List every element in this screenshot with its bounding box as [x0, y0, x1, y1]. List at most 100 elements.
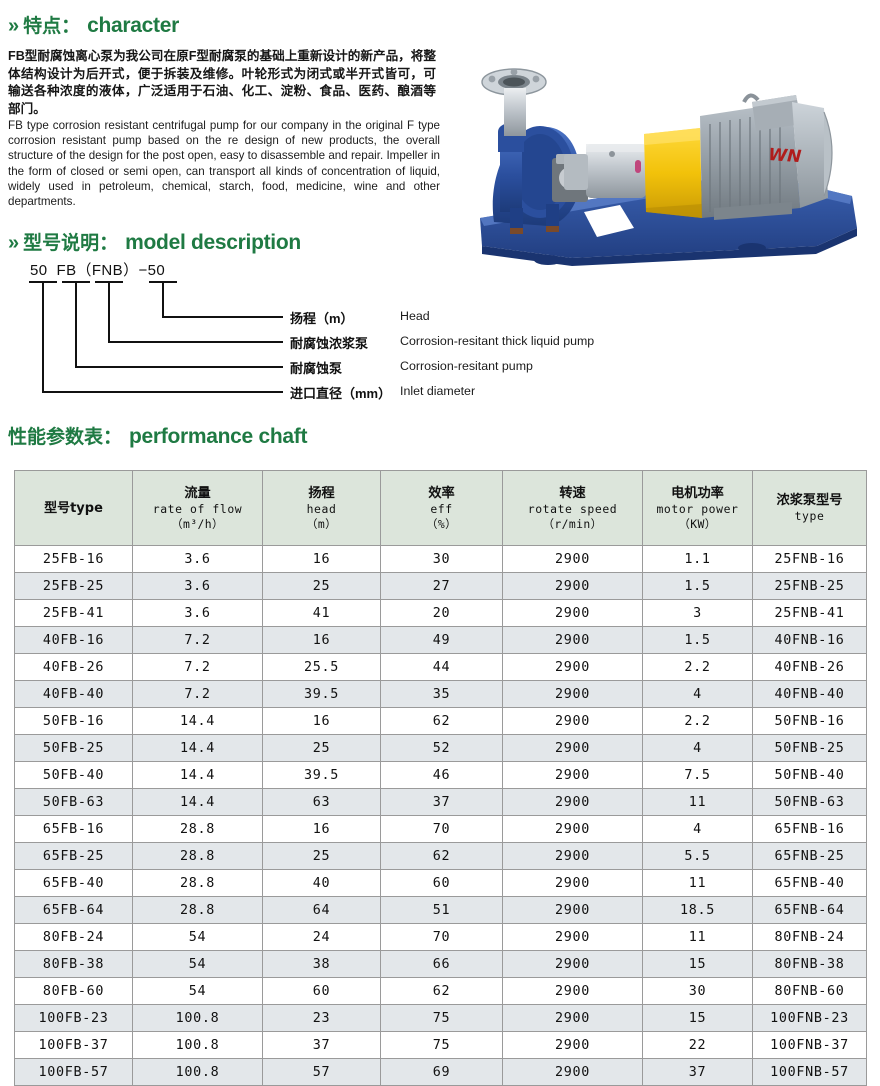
cell-efficiency: 27 [380, 572, 503, 600]
cell-rotate-speed: 2900 [502, 572, 643, 600]
leader-label-en-head: Head [400, 309, 430, 323]
cell-head: 40 [262, 869, 381, 897]
table-row: 50FB-40 14.4 39.5 46 2900 7.5 50FNB-40 [14, 761, 867, 789]
column-header-rotate-speed: 转速 rotate speed （r/min） [502, 470, 643, 546]
cell-head: 38 [262, 950, 381, 978]
cell-rotate-speed: 2900 [502, 1031, 643, 1059]
chevron-icon: » [8, 232, 20, 254]
cell-efficiency: 60 [380, 869, 503, 897]
leader-label-cn-thick-pump: 耐腐蚀浓浆泵 [290, 336, 369, 351]
cell-head: 23 [262, 1004, 381, 1032]
cell-type: 100FB-57 [14, 1058, 133, 1086]
cell-thick-pump-type: 100FNB-57 [752, 1058, 867, 1086]
cell-rotate-speed: 2900 [502, 815, 643, 843]
cell-motor-power: 4 [642, 734, 753, 762]
coupling-guard [644, 128, 702, 218]
cell-head: 39.5 [262, 680, 381, 708]
cell-efficiency: 30 [380, 545, 503, 573]
table-row: 25FB-25 3.6 25 27 2900 1.5 25FNB-25 [14, 572, 867, 600]
pump-shaft-housing [564, 144, 646, 198]
section-heading-performance: 性能参数表： performance chaft [8, 422, 307, 449]
cell-thick-pump-type: 100FNB-37 [752, 1031, 867, 1059]
leader-label-cn-inlet: 进口直径（mm） [290, 386, 392, 401]
cell-head: 25 [262, 572, 381, 600]
section-heading-character: » 特点： character [8, 11, 179, 38]
model-code-head: 50 [147, 262, 166, 279]
table-row: 100FB-23 100.8 23 75 2900 15 100FNB-23 [14, 1004, 867, 1032]
cell-head: 25 [262, 842, 381, 870]
cell-head: 63 [262, 788, 381, 816]
cell-efficiency: 49 [380, 626, 503, 654]
cell-rotate-speed: 2900 [502, 599, 643, 627]
table-body: 25FB-16 3.6 16 30 2900 1.1 25FNB-16 25FB-25 3.6 2… [14, 545, 867, 1086]
cell-motor-power: 3 [642, 599, 753, 627]
table-row: 80FB-38 54 38 66 2900 15 80FNB-38 [14, 950, 867, 978]
cell-head: 39.5 [262, 761, 381, 789]
leader-label-en-thick-pump: Corrosion-resitant thick liquid pump [400, 334, 595, 348]
cell-type: 40FB-26 [14, 653, 133, 681]
cell-flow: 7.2 [132, 626, 263, 654]
cell-flow: 54 [132, 977, 263, 1005]
cell-rotate-speed: 2900 [502, 1004, 643, 1032]
cell-flow: 28.8 [132, 815, 263, 843]
leader-label-cn-head: 扬程（m） [290, 311, 354, 326]
cell-motor-power: 30 [642, 977, 753, 1005]
cell-efficiency: 62 [380, 977, 503, 1005]
cell-head: 16 [262, 626, 381, 654]
cell-efficiency: 62 [380, 842, 503, 870]
cell-flow: 28.8 [132, 842, 263, 870]
cell-type: 50FB-25 [14, 734, 133, 762]
cell-motor-power: 11 [642, 788, 753, 816]
model-code-inlet: 50 [30, 262, 48, 279]
cell-type: 65FB-64 [14, 896, 133, 924]
cell-head: 16 [262, 707, 381, 735]
cell-thick-pump-type: 80FNB-24 [752, 923, 867, 951]
model-code-string: 50 FB（FNB）−50 [30, 259, 165, 280]
cell-type: 25FB-25 [14, 572, 133, 600]
table-header-row: 型号type 流量 rate of flow （m³/h） 扬程 head （m… [14, 470, 867, 546]
cell-thick-pump-type: 80FNB-60 [752, 977, 867, 1005]
table-row: 65FB-64 28.8 64 51 2900 18.5 65FNB-64 [14, 896, 867, 924]
table-row: 100FB-37 100.8 37 75 2900 22 100FNB-37 [14, 1031, 867, 1059]
cell-head: 41 [262, 599, 381, 627]
cell-thick-pump-type: 40FNB-16 [752, 626, 867, 654]
cell-rotate-speed: 2900 [502, 680, 643, 708]
cell-motor-power: 2.2 [642, 707, 753, 735]
model-description-leader-diagram [0, 252, 700, 402]
section-heading-cn: 特点： [23, 16, 81, 37]
pump-volute-casing [481, 68, 581, 234]
cell-thick-pump-type: 50FNB-25 [752, 734, 867, 762]
cell-flow: 100.8 [132, 1031, 263, 1059]
cell-head: 24 [262, 923, 381, 951]
cell-thick-pump-type: 25FNB-16 [752, 545, 867, 573]
leader-label-cn-pump: 耐腐蚀泵 [290, 361, 343, 376]
cell-flow: 7.2 [132, 653, 263, 681]
table-row: 65FB-40 28.8 40 60 2900 11 65FNB-40 [14, 869, 867, 897]
cell-flow: 14.4 [132, 788, 263, 816]
cell-efficiency: 35 [380, 680, 503, 708]
cell-rotate-speed: 2900 [502, 653, 643, 681]
cell-head: 64 [262, 896, 381, 924]
column-header-efficiency: 效率 eff （%） [380, 470, 503, 546]
cell-efficiency: 70 [380, 815, 503, 843]
cell-flow: 14.4 [132, 707, 263, 735]
column-header-thick-pump-type: 浓浆泵型号 type [752, 470, 867, 546]
cell-flow: 3.6 [132, 545, 263, 573]
column-header-flow: 流量 rate of flow （m³/h） [132, 470, 263, 546]
cell-motor-power: 11 [642, 923, 753, 951]
performance-parameters-table: 型号type 流量 rate of flow （m³/h） 扬程 head （m… [14, 470, 867, 1086]
section-heading-en: performance chaft [129, 425, 308, 448]
cell-type: 50FB-16 [14, 707, 133, 735]
cell-thick-pump-type: 65FNB-25 [752, 842, 867, 870]
cell-head: 37 [262, 1031, 381, 1059]
cell-thick-pump-type: 50FNB-63 [752, 788, 867, 816]
cell-type: 65FB-25 [14, 842, 133, 870]
cell-efficiency: 37 [380, 788, 503, 816]
chevron-icon: » [8, 15, 20, 37]
cell-motor-power: 7.5 [642, 761, 753, 789]
cell-type: 100FB-37 [14, 1031, 133, 1059]
cell-efficiency: 20 [380, 599, 503, 627]
table-row: 50FB-16 14.4 16 62 2900 2.2 50FNB-16 [14, 707, 867, 735]
cell-flow: 100.8 [132, 1058, 263, 1086]
cell-rotate-speed: 2900 [502, 734, 643, 762]
